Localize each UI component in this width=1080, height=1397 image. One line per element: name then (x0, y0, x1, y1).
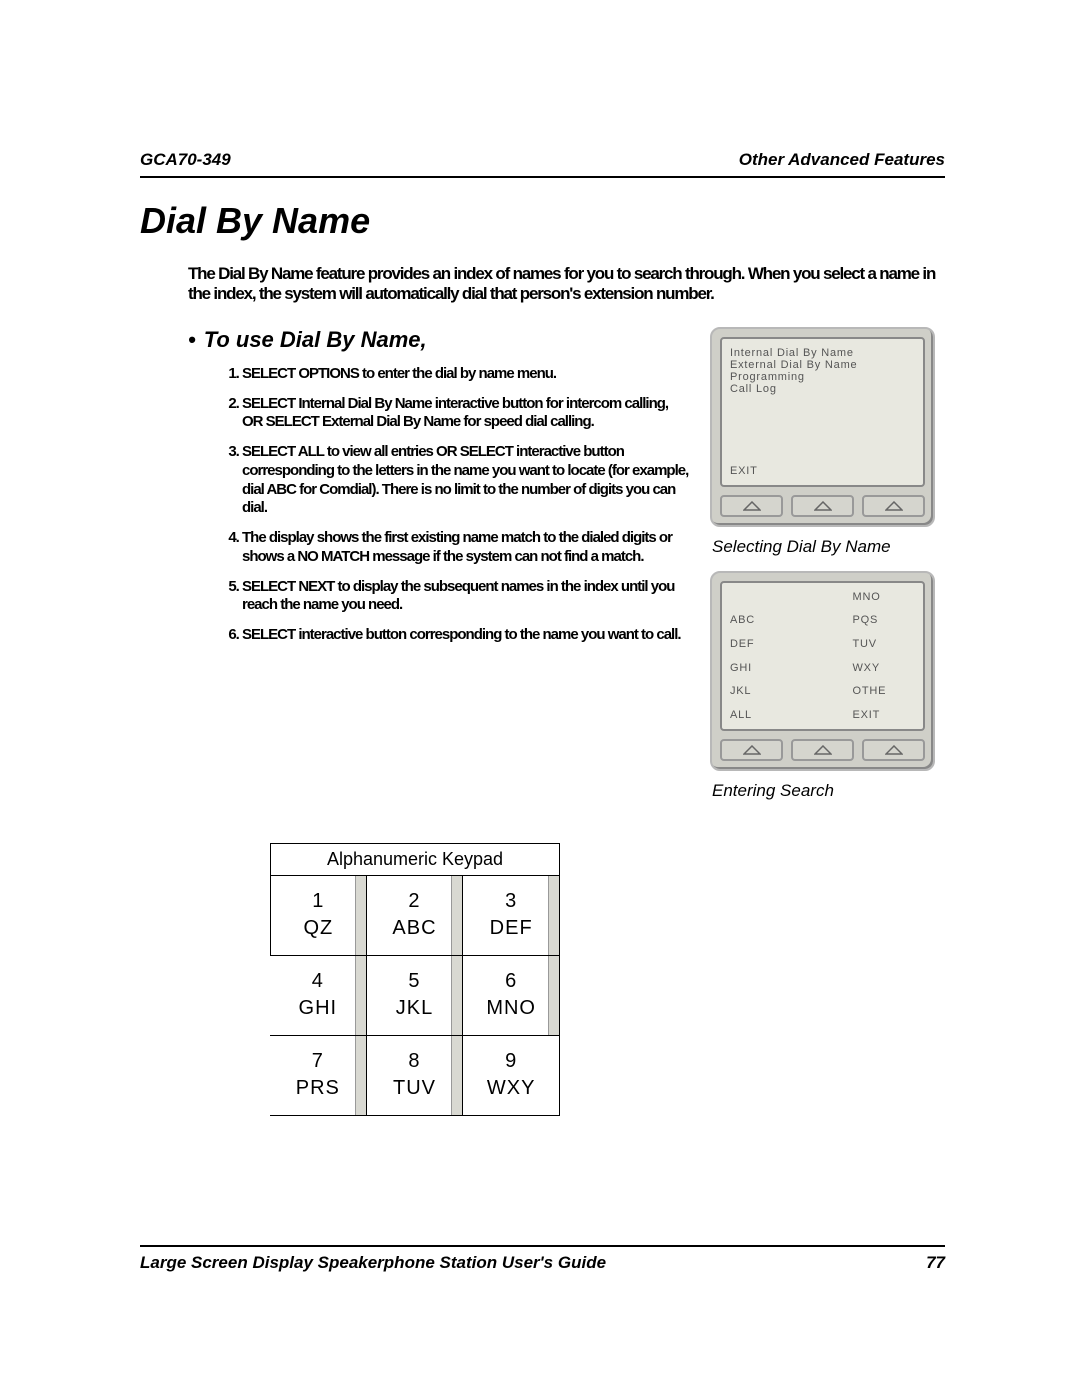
step: SELECT NEXT to display the subsequent na… (242, 578, 690, 616)
keypad: Alphanumeric Keypad 1QZ 2ABC 3DEF 4GHI 5… (270, 843, 560, 1116)
screen-line: EXIT (730, 465, 915, 477)
grid-r: OTHE (823, 685, 916, 697)
steps-column: To use Dial By Name, SELECT OPTIONS to e… (188, 327, 690, 815)
header-left: GCA70-349 (140, 150, 231, 170)
key: 3DEF (463, 876, 560, 956)
screen-line: Internal Dial By Name (730, 347, 915, 359)
step: SELECT interactive button corresponding … (242, 626, 690, 645)
grid-l (730, 591, 823, 603)
grid-r: MNO (823, 591, 916, 603)
grid-l: JKL (730, 685, 823, 697)
key: 6MNO (463, 956, 560, 1036)
grid-r: PQS (823, 614, 916, 626)
screen-line: Call Log (730, 383, 915, 395)
keypad-title: Alphanumeric Keypad (270, 843, 560, 876)
page: GCA70-349 Other Advanced Features Dial B… (140, 150, 945, 1267)
key: 8TUV (367, 1036, 464, 1116)
grid-r: WXY (823, 662, 916, 674)
softkey-button (720, 495, 783, 517)
screen-line (730, 395, 915, 465)
page-title: Dial By Name (140, 200, 945, 242)
step: SELECT OPTIONS to enter the dial by name… (242, 365, 690, 384)
intro-text: The Dial By Name feature provides an ind… (188, 264, 945, 305)
phone-search: MNO ABCPQS DEFTUV GHIWXY JKLOTHE ALLEXIT (710, 571, 935, 801)
grid-r: EXIT (823, 709, 916, 721)
step: SELECT ALL to view all entries OR SELECT… (242, 443, 690, 518)
grid-l: DEF (730, 638, 823, 650)
key: 7PRS (270, 1036, 367, 1116)
page-header: GCA70-349 Other Advanced Features (140, 150, 945, 178)
phone-buttons (720, 495, 925, 517)
phone-caption: Selecting Dial By Name (712, 537, 935, 557)
phone-frame: Internal Dial By Name External Dial By N… (710, 327, 935, 527)
key: 2ABC (367, 876, 464, 956)
softkey-button (720, 739, 783, 761)
grid-l: ABC (730, 614, 823, 626)
search-grid: MNO ABCPQS DEFTUV GHIWXY JKLOTHE ALLEXIT (730, 591, 915, 721)
phone-buttons (720, 739, 925, 761)
footer-right: 77 (926, 1253, 945, 1273)
phone-screen-search: MNO ABCPQS DEFTUV GHIWXY JKLOTHE ALLEXIT (720, 581, 925, 731)
phone-screen-select: Internal Dial By Name External Dial By N… (720, 337, 925, 487)
screen-line: Programming (730, 371, 915, 383)
screen-line: External Dial By Name (730, 359, 915, 371)
page-footer: Large Screen Display Speakerphone Statio… (140, 1245, 945, 1273)
footer-left: Large Screen Display Speakerphone Statio… (140, 1253, 606, 1273)
grid-r: TUV (823, 638, 916, 650)
content-columns: To use Dial By Name, SELECT OPTIONS to e… (188, 327, 945, 815)
softkey-button (791, 495, 854, 517)
keypad-grid: 1QZ 2ABC 3DEF 4GHI 5JKL 6MNO 7PRS 8TUV 9… (270, 876, 560, 1116)
step: The display shows the first existing nam… (242, 529, 690, 567)
header-right: Other Advanced Features (739, 150, 945, 170)
softkey-button (862, 739, 925, 761)
key: 4GHI (270, 956, 367, 1036)
section-head: To use Dial By Name, (188, 327, 690, 353)
key: 9WXY (463, 1036, 560, 1116)
phone-select: Internal Dial By Name External Dial By N… (710, 327, 935, 557)
phone-caption: Entering Search (712, 781, 935, 801)
illustrations-column: Internal Dial By Name External Dial By N… (710, 327, 945, 815)
key: 1QZ (270, 876, 367, 956)
softkey-button (791, 739, 854, 761)
phone-frame: MNO ABCPQS DEFTUV GHIWXY JKLOTHE ALLEXIT (710, 571, 935, 771)
softkey-button (862, 495, 925, 517)
steps-list: SELECT OPTIONS to enter the dial by name… (214, 365, 690, 645)
grid-l: GHI (730, 662, 823, 674)
key: 5JKL (367, 956, 464, 1036)
grid-l: ALL (730, 709, 823, 721)
step: SELECT Internal Dial By Name interactive… (242, 395, 690, 433)
